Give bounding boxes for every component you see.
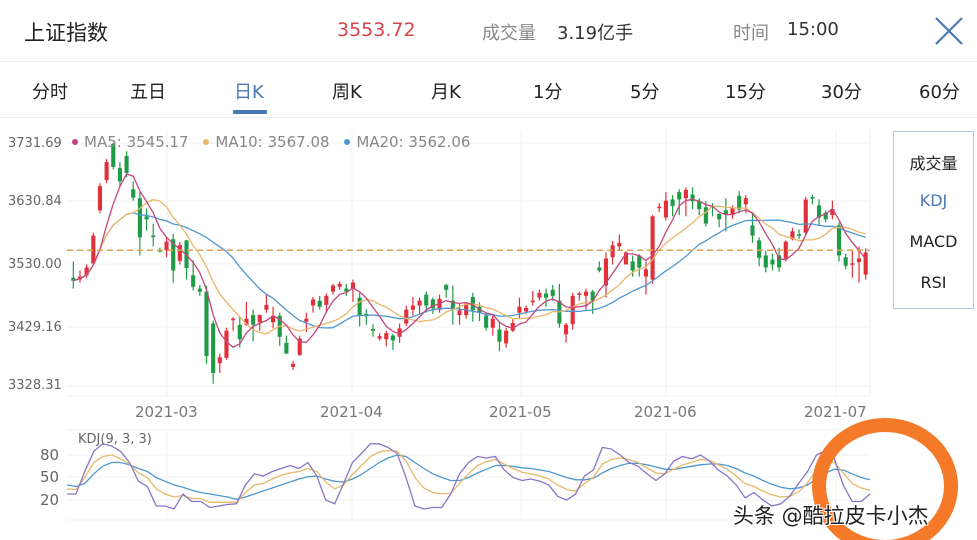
x-tick-label: 2021-03	[135, 403, 198, 421]
kdj-y-tick: 20	[40, 491, 60, 509]
tab-7[interactable]: 15分	[725, 82, 766, 103]
tab-8[interactable]: 30分	[821, 82, 862, 103]
ma10-legend: MA10: 3567.08	[203, 133, 330, 151]
volume-label: 成交量	[482, 23, 536, 44]
x-tick-label: 2021-07	[804, 403, 867, 421]
indicator-volume[interactable]: 成交量	[909, 154, 958, 173]
y-tick-label: 3731.69	[8, 136, 62, 151]
tab-0[interactable]: 分时	[32, 82, 68, 103]
close-button[interactable]	[933, 15, 965, 47]
tab-2[interactable]: 日K	[234, 82, 264, 103]
volume-value: 3.19亿手	[557, 23, 634, 44]
tab-6[interactable]: 5分	[630, 82, 660, 103]
x-tick-label: 2021-05	[489, 403, 552, 421]
ma20-label: MA20: 3562.06	[356, 133, 471, 151]
watermark: 头条 @酷拉皮卡小杰	[733, 504, 929, 528]
tab-9[interactable]: 60分	[919, 82, 960, 103]
tab-4[interactable]: 月K	[431, 82, 461, 103]
current-price: 3553.72	[337, 19, 416, 41]
indicator-macd[interactable]: MACD	[909, 232, 958, 251]
close-icon	[935, 17, 963, 45]
index-title: 上证指数	[24, 21, 108, 45]
period-tabs: 分时 五日 日K 周K 月K 1分 5分 15分 30分 60分	[0, 62, 977, 118]
tab-5[interactable]: 1分	[533, 82, 563, 103]
ma10-label: MA10: 3567.08	[215, 133, 330, 151]
ma5-legend: MA5: 3545.17	[72, 133, 189, 151]
ma20-dot-icon	[344, 138, 351, 145]
ma20-legend: MA20: 3562.06	[344, 133, 470, 151]
ma5-label: MA5: 3545.17	[84, 133, 189, 151]
ma10-dot-icon	[203, 138, 210, 145]
header-bar: 上证指数 3553.72 成交量 3.19亿手 时间 15:00	[0, 0, 977, 62]
active-tab-indicator	[233, 110, 267, 114]
tab-1[interactable]: 五日	[130, 82, 166, 103]
time-label: 时间	[733, 23, 769, 44]
x-tick-label: 2021-04	[320, 403, 383, 421]
ma-legend: MA5: 3545.17 MA10: 3567.08 MA20: 3562.06	[72, 133, 480, 151]
tab-3[interactable]: 周K	[332, 82, 362, 103]
y-tick-label: 3530.00	[8, 257, 62, 272]
ma5-dot-icon	[72, 138, 78, 145]
kdj-y-tick: 50	[40, 468, 60, 486]
x-tick-label: 2021-06	[634, 403, 697, 421]
indicator-rsi[interactable]: RSI	[920, 273, 947, 292]
kline-chart[interactable]	[0, 120, 977, 540]
kdj-title: KDJ(9, 3, 3)	[78, 432, 152, 447]
y-tick-label: 3630.84	[8, 194, 62, 209]
kdj-y-tick: 80	[40, 446, 60, 464]
y-tick-label: 3328.31	[8, 378, 62, 393]
y-tick-label: 3429.16	[8, 320, 62, 335]
indicator-kdj[interactable]: KDJ	[919, 191, 948, 210]
time-value: 15:00	[787, 19, 839, 40]
indicator-panel: 成交量 KDJ MACD RSI	[893, 131, 974, 309]
